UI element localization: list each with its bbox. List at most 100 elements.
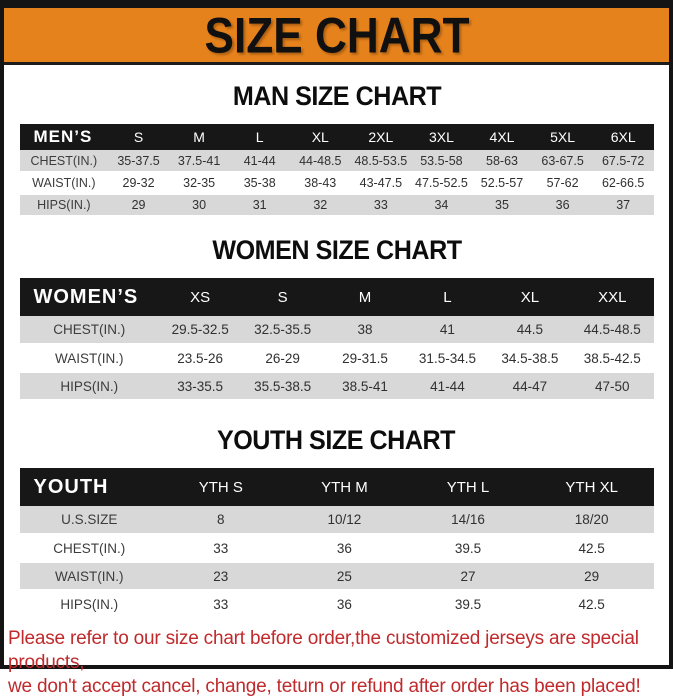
table-row: HIPS(IN.) 33-35.5 35.5-38.5 38.5-41 41-44 44-… (19, 372, 654, 401)
table-header-row: WOMEN’S XS S M L XL XXL (19, 278, 654, 316)
size-column-header: YTH S (198, 478, 243, 496)
measurement-label: HIPS(IN.) (19, 194, 109, 217)
table-header-row: YOUTH YTH S YTH M YTH L YTH XL (19, 468, 654, 506)
size-value-cell: 33-35.5 (158, 372, 242, 401)
size-value-cell: 41-44 (229, 150, 290, 173)
size-value-cell: 34.5-38.5 (488, 344, 572, 373)
size-chart-banner: SIZE CHART (4, 7, 669, 65)
measurement-label: WAIST(IN.) (19, 562, 159, 591)
size-value-cell: 32-35 (168, 172, 230, 195)
youth-size-chart-heading: YOUTH SIZE CHART (217, 425, 456, 455)
size-value-cell: 29-31.5 (323, 344, 407, 373)
size-column-header: YTH L (446, 478, 490, 496)
size-value-cell: 29 (529, 562, 654, 591)
size-value-cell: 48.5-53.5 (350, 150, 412, 173)
size-value-cell: 33 (158, 534, 283, 563)
size-value-cell: 57-62 (532, 172, 593, 195)
man-size-table: MEN’S S M L XL 2XL 3XL 4XL 5XL 6XL CHEST(IN.) 35-37… (19, 124, 654, 217)
size-value-cell: 23.5-26 (158, 344, 242, 373)
size-value-cell: 43-47.5 (350, 172, 412, 195)
table-row: CHEST(IN.) 29.5-32.5 32.5-35.5 38 41 44.5 44.5… (19, 316, 654, 345)
size-value-cell: 58-63 (471, 150, 533, 173)
table-row: CHEST(IN.) 35-37.5 37.5-41 41-44 44-48.5 48.5… (19, 150, 654, 173)
measurement-label: CHEST(IN.) (19, 150, 109, 173)
size-column-header: XS (190, 288, 211, 306)
size-value-cell: 38-43 (289, 172, 351, 195)
size-value-cell: 67.5-72 (592, 150, 654, 173)
women-size-table: WOMEN’S XS S M L XL XXL CHEST(IN.) 29.5-32.5 32.5… (19, 278, 654, 401)
size-value-cell: 8 (158, 506, 283, 535)
order-policy-note: Please refer to our size chart before or… (8, 627, 669, 699)
size-value-cell: 53.5-58 (411, 150, 472, 173)
size-value-cell: 32 (289, 194, 351, 217)
size-value-cell: 35 (471, 194, 533, 217)
size-table: MEN’S S M L XL 2XL 3XL 4XL 5XL 6XL CHEST(IN.) 35-37… (19, 124, 654, 217)
size-value-cell: 36 (282, 534, 407, 563)
size-column-header: M (193, 129, 205, 145)
size-value-cell: 32.5-35.5 (241, 316, 324, 345)
size-column-header: 3XL (428, 129, 454, 145)
size-value-cell: 63-67.5 (532, 150, 593, 173)
table-row: HIPS(IN.) 29 30 31 32 33 34 35 36 37 (19, 194, 654, 217)
size-column-header: 2XL (368, 129, 394, 145)
size-column-header: L (443, 288, 452, 306)
size-value-cell: 30 (168, 194, 230, 217)
size-value-cell: 41 (406, 316, 489, 345)
size-value-cell: 26-29 (241, 344, 324, 373)
size-column-header: 4XL (489, 129, 515, 145)
table-row: WAIST(IN.) 29-32 32-35 35-38 38-43 43-47.5 47.… (19, 172, 654, 195)
size-value-cell: 31.5-34.5 (406, 344, 489, 373)
size-value-cell: 35-37.5 (108, 150, 169, 173)
size-value-cell: 38 (323, 316, 407, 345)
size-value-cell: 23 (158, 562, 283, 591)
table-header-row: MEN’S S M L XL 2XL 3XL 4XL 5XL 6XL (19, 124, 654, 150)
size-value-cell: 47.5-52.5 (411, 172, 472, 195)
man-size-section: MAN SIZE CHART MEN’S S M L XL 2XL 3XL 4XL 5XL 6XL… (4, 81, 669, 217)
size-value-cell: 33 (158, 590, 283, 619)
size-value-cell: 42.5 (529, 534, 654, 563)
size-value-cell: 36 (282, 590, 407, 619)
size-value-cell: 52.5-57 (471, 172, 533, 195)
table-row: WAIST(IN.) 23 25 27 29 (19, 562, 654, 591)
size-value-cell: 31 (229, 194, 290, 217)
size-value-cell: 44-48.5 (289, 150, 351, 173)
size-column-header: YTH XL (565, 478, 618, 496)
measurement-label: CHEST(IN.) (19, 316, 159, 345)
size-value-cell: 18/20 (529, 506, 654, 535)
order-policy-note-line1: Please refer to our size chart before or… (8, 628, 639, 673)
size-column-header: 5XL (550, 129, 576, 145)
table-corner-label: YOUTH (33, 475, 109, 498)
man-size-chart-heading: MAN SIZE CHART (232, 81, 441, 111)
size-value-cell: 36 (532, 194, 593, 217)
size-value-cell: 29-32 (108, 172, 169, 195)
youth-size-table: YOUTH YTH S YTH M YTH L YTH XL U.S.SIZE 8 10/12… (19, 468, 654, 619)
size-value-cell: 38.5-42.5 (571, 344, 654, 373)
size-value-cell: 25 (282, 562, 407, 591)
size-value-cell: 35.5-38.5 (241, 372, 324, 401)
measurement-label: CHEST(IN.) (19, 534, 159, 563)
size-column-header: M (358, 288, 372, 306)
size-table: WOMEN’S XS S M L XL XXL CHEST(IN.) 29.5-32.5 32.5… (19, 278, 654, 401)
size-column-header: S (133, 129, 144, 145)
measurement-label: WAIST(IN.) (19, 172, 109, 195)
size-column-header: YTH M (321, 478, 368, 496)
size-value-cell: 39.5 (406, 534, 530, 563)
size-value-cell: 10/12 (282, 506, 407, 535)
size-value-cell: 37 (592, 194, 654, 217)
table-corner-label: WOMEN’S (33, 285, 139, 308)
size-value-cell: 35-38 (229, 172, 290, 195)
size-value-cell: 33 (350, 194, 412, 217)
measurement-label: U.S.SIZE (19, 506, 159, 535)
size-value-cell: 29 (108, 194, 169, 217)
size-value-cell: 34 (411, 194, 472, 217)
size-value-cell: 62-66.5 (592, 172, 654, 195)
size-column-header: XXL (598, 288, 627, 306)
size-value-cell: 41-44 (406, 372, 489, 401)
size-value-cell: 44-47 (488, 372, 572, 401)
table-row: WAIST(IN.) 23.5-26 26-29 29-31.5 31.5-34.5 34… (19, 344, 654, 373)
size-column-header: L (255, 129, 264, 145)
measurement-label: HIPS(IN.) (19, 372, 159, 401)
measurement-label: HIPS(IN.) (19, 590, 159, 619)
size-value-cell: 44.5 (488, 316, 572, 345)
size-value-cell: 42.5 (529, 590, 654, 619)
